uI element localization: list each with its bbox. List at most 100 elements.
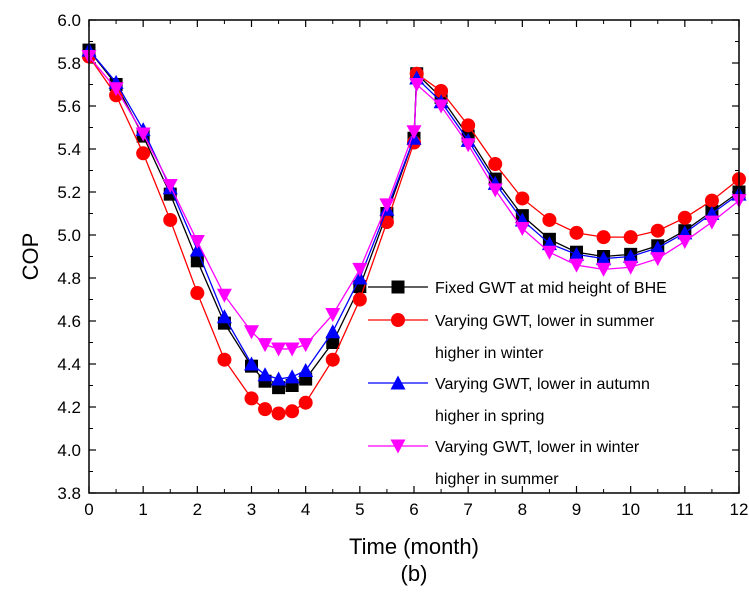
data-point: [298, 362, 314, 377]
data-point: [325, 324, 341, 339]
plot-frame: [88, 19, 740, 494]
x-tick-label: 2: [193, 500, 202, 519]
data-point: [298, 395, 313, 410]
data-point: [434, 83, 449, 98]
legend-marker: [390, 439, 406, 454]
legend-marker: [391, 313, 405, 327]
y-axis-title: COP: [18, 233, 43, 281]
data-point: [409, 78, 425, 92]
data-point: [487, 183, 503, 198]
x-tick-label: 4: [301, 500, 310, 519]
series-3: [81, 42, 747, 386]
y-tick-label: 4.8: [57, 269, 81, 288]
legend-label: Varying GWT, lower in autumn: [435, 376, 650, 393]
data-point: [596, 251, 612, 266]
data-point: [461, 118, 476, 133]
legend-label-line2: higher in winter: [435, 345, 544, 362]
series-1: [82, 43, 746, 395]
data-point: [162, 179, 178, 194]
y-tick-label: 6.0: [57, 11, 81, 30]
data-point: [108, 82, 124, 97]
y-tick-label: 4.6: [57, 312, 81, 331]
data-point: [271, 371, 287, 386]
series-line: [88, 56, 740, 415]
data-point: [271, 342, 287, 357]
data-point: [216, 288, 232, 303]
x-tick-label: 1: [138, 500, 147, 519]
series-2: [82, 49, 746, 421]
series-line: [88, 49, 740, 380]
y-tick-label: 3.8: [57, 484, 81, 503]
x-axis-title: Time (month): [349, 534, 479, 559]
data-point: [136, 146, 151, 161]
data-point: [433, 99, 449, 114]
data-point: [460, 138, 476, 153]
data-point: [569, 258, 584, 273]
data-point: [257, 367, 273, 382]
data-point: [569, 246, 584, 261]
data-point: [190, 286, 205, 301]
y-tick-label: 5.6: [57, 97, 81, 116]
data-point: [542, 212, 557, 227]
y-tick-label: 4.0: [57, 441, 81, 460]
data-point: [352, 292, 367, 307]
data-point: [326, 336, 340, 349]
y-tick-label: 5.8: [57, 54, 81, 73]
legend-label: Varying GWT, lower in winter: [435, 439, 640, 456]
data-point: [257, 338, 273, 353]
data-point: [271, 406, 286, 421]
data-point: [244, 356, 259, 371]
data-point: [650, 240, 666, 255]
data-point: [189, 242, 205, 257]
axis-ticks: 0 1 2 3 4 5 6 7 8 9 10 11 123.84.04.24.44.64.85.05.2…: [57, 11, 748, 519]
data-point: [352, 262, 368, 277]
y-tick-label: 5.2: [57, 183, 81, 202]
data-point: [244, 325, 259, 340]
data-point: [244, 391, 259, 406]
x-tick-label: 8: [518, 500, 527, 519]
data-point: [298, 338, 314, 353]
series-line: [88, 49, 740, 389]
figure-caption: (b): [401, 561, 428, 586]
data-point: [325, 308, 341, 323]
data-point: [488, 157, 503, 172]
y-tick-label: 5.4: [57, 140, 81, 159]
data-point: [284, 369, 300, 384]
x-tick-label: 3: [247, 500, 256, 519]
data-point: [379, 198, 395, 213]
x-tick-label: 5: [355, 500, 364, 519]
legend-label-line2: higher in summer: [435, 471, 559, 488]
series-line: [88, 56, 740, 350]
data-point: [217, 352, 232, 367]
data-point: [704, 193, 719, 208]
x-tick-label: 0: [84, 500, 93, 519]
data-point: [677, 234, 693, 249]
data-point: [650, 223, 665, 238]
legend-item: Varying GWT, lower in winter higher in su…: [368, 439, 640, 488]
data-point: [216, 309, 232, 324]
data-point: [623, 260, 639, 275]
data-point: [514, 222, 530, 237]
legend-item: Varying GWT, lower in summer higher in wi…: [368, 313, 655, 362]
legend-item: Varying GWT, lower in autumn higher in sp…: [368, 375, 650, 425]
data-point: [596, 262, 612, 277]
legend-marker: [391, 280, 405, 294]
y-tick-label: 4.2: [57, 398, 81, 417]
y-tick-label: 4.4: [57, 355, 81, 374]
data-point: [569, 225, 584, 240]
legend-label: Varying GWT, lower in summer: [435, 313, 655, 330]
data-point: [596, 230, 611, 245]
legend: Fixed GWT at mid height of BHE Varying GW…: [368, 280, 667, 488]
data-point: [704, 215, 720, 230]
data-point: [258, 402, 273, 417]
x-tick-label: 7: [463, 500, 472, 519]
legend-item: Fixed GWT at mid height of BHE: [368, 280, 667, 297]
x-tick-label: 10: [621, 500, 640, 519]
data-point: [285, 404, 300, 419]
data-point: [163, 212, 178, 227]
data-point: [189, 234, 205, 249]
y-tick-label: 5.0: [57, 226, 81, 245]
legend-marker: [390, 375, 406, 390]
x-tick-label: 12: [730, 500, 749, 519]
